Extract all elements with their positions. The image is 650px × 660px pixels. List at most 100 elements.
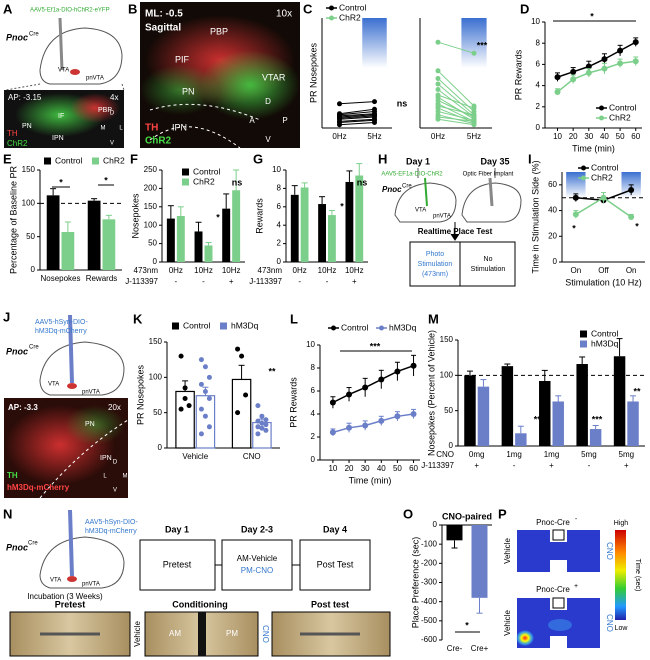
figure-label: CNO	[261, 625, 270, 643]
significance-label: *	[635, 221, 639, 231]
y-tick-label: 2	[311, 432, 316, 441]
y-tick-label: -100	[421, 539, 438, 548]
figure-label: Day 4	[323, 524, 347, 534]
figure-label: CNO	[605, 614, 614, 632]
significance-label: ns	[357, 177, 368, 187]
bar	[446, 525, 463, 541]
figure-label: AP: -3.15	[8, 93, 42, 102]
figure-label: Post Test	[317, 559, 354, 569]
y-tick-label: 50	[148, 239, 157, 248]
bar	[345, 181, 354, 262]
data-point	[198, 381, 204, 387]
panel-letter: N	[3, 506, 12, 521]
subject-line	[339, 122, 375, 126]
x-tick-label: Off	[598, 266, 609, 275]
figure-label: 10x	[276, 9, 292, 20]
figure-label: Pnoc	[382, 185, 402, 194]
figure-label: +	[574, 583, 578, 590]
figure-label: AAV5-hSyn-DIO-	[85, 519, 138, 526]
data-point	[554, 88, 561, 95]
subject-line	[437, 100, 475, 118]
bar	[501, 366, 514, 446]
data-point	[471, 105, 477, 111]
x-tick-label: 10Hz	[345, 266, 364, 275]
bar	[576, 364, 588, 446]
x-axis-label: Stimulation (10 Hz)	[565, 277, 642, 287]
figure-label: ML: -0.5	[145, 9, 183, 20]
significance-label: ***	[592, 414, 603, 424]
subject-line	[437, 105, 475, 116]
figure-label: A	[249, 116, 255, 125]
data-point	[601, 65, 608, 72]
figure-label: PN	[182, 86, 195, 96]
legend-label: Control	[339, 2, 367, 12]
legend-swatch	[182, 168, 189, 176]
subject-line	[437, 83, 475, 116]
bar	[355, 175, 364, 262]
stain	[70, 93, 120, 123]
significance-label: ***	[534, 414, 545, 424]
subject-line	[339, 115, 375, 119]
panel-letter: J	[3, 309, 10, 324]
y-tick-label: 0	[553, 257, 558, 266]
bar	[290, 194, 299, 262]
x-sub-label: +	[549, 461, 554, 470]
bar	[589, 429, 602, 446]
data-point	[471, 112, 477, 118]
y-tick-label: 2	[536, 102, 541, 111]
bar	[222, 208, 231, 262]
data-point	[435, 81, 441, 87]
heatmaps	[516, 529, 626, 648]
outline	[149, 103, 261, 149]
data-point	[186, 403, 192, 409]
data-point	[329, 429, 336, 436]
y-tick-label: 100	[149, 372, 163, 381]
x-tick-label: 1mg	[506, 450, 522, 459]
figure-label: AP: -3.3	[8, 403, 38, 412]
figure-label: ChR2	[145, 136, 172, 147]
y-tick-label: 150	[149, 337, 163, 346]
x-axis-label: Time (min)	[349, 475, 392, 485]
panel-letter: D	[520, 1, 529, 16]
y-tick-label: 50	[444, 406, 453, 415]
y-tick-label: 60	[548, 180, 557, 189]
x-tick-label: 40	[600, 132, 609, 141]
figure-label: AAV5-EF1a-DIO-ChR2	[381, 172, 443, 178]
legend-marker	[329, 15, 334, 21]
data-point	[570, 76, 577, 83]
subject-line	[339, 119, 375, 123]
y-tick-label: -200	[421, 558, 438, 567]
x-tick-label: 5mg	[619, 450, 635, 459]
data-point	[239, 353, 245, 359]
y-axis-label: PR Nosepokes	[135, 364, 145, 425]
figure-label: TH	[7, 129, 18, 138]
schematic-a	[5, 17, 125, 91]
series-line	[332, 364, 414, 404]
bar	[464, 375, 476, 446]
figure-label: Cre	[29, 345, 39, 351]
figure-label: Pnoc	[6, 346, 28, 356]
bar	[195, 395, 216, 449]
x-tick-label: 5Hz	[367, 132, 381, 141]
x-tick-label: 10Hz	[222, 266, 241, 275]
x-sub-label: +	[352, 277, 357, 286]
figure-label: Incubation (3 Weeks)	[27, 592, 103, 601]
data-point	[570, 68, 577, 75]
figure-label: AAV5-hSyn-DIO-	[35, 319, 88, 326]
bar	[204, 245, 213, 262]
legend-label: Control	[183, 320, 211, 330]
y-tick-label: 4	[536, 81, 541, 90]
figure-label: -	[575, 516, 578, 523]
stain	[140, 65, 220, 115]
y-tick-label: -600	[421, 635, 438, 644]
legend-marker	[329, 5, 334, 11]
panel-letter: B	[128, 1, 137, 16]
bar	[318, 204, 326, 262]
figure-label: Day 2-3	[241, 524, 273, 534]
data-point	[206, 374, 212, 380]
y-tick-label: 250	[144, 165, 158, 174]
x-tick-label: 0Hz	[431, 132, 445, 141]
y-axis-label: Place Preference (sec)	[410, 537, 420, 629]
y-tick-label: 50	[153, 408, 162, 417]
